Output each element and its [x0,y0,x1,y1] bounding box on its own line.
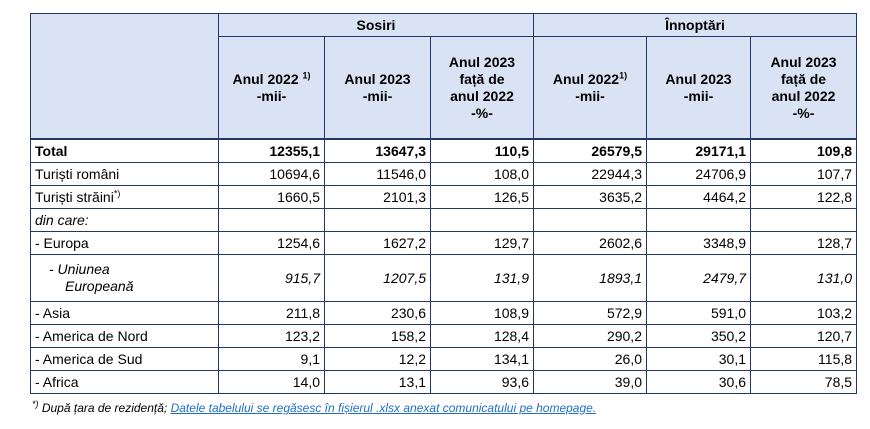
cell-value: 108,9 [430,301,534,325]
row-label: - America de Nord [30,324,219,348]
table-row: din care: [30,208,858,232]
footnote: *) După țara de rezidență; Datele tabelu… [32,399,597,416]
cell-value: 26579,5 [533,138,647,163]
cell-value: 1207,5 [324,254,431,302]
cell-value: 30,6 [646,370,751,394]
header-corner [30,13,219,140]
cell-value: 1660,5 [218,185,325,209]
cell-value: 591,0 [646,301,751,325]
cell-value: 14,0 [218,370,325,394]
group-arrivals: Sosiri [218,13,534,37]
cell-value: 915,7 [218,254,325,302]
cell-value: 30,1 [646,347,751,371]
row-label: - Europa [30,231,219,255]
cell-value: 26,0 [533,347,647,371]
cell-value: 128,7 [749,231,858,255]
cell-value: 128,4 [430,324,534,348]
table-row: - America de Nord 123,2 158,2 128,4 290,… [30,324,858,348]
row-label: - Uniunea Europeană [30,254,219,302]
col-arrivals-2023: Anul 2023 -mii- [324,36,431,140]
homepage-xlsx-link[interactable]: Datele tabelului se regăsesc în fișierul… [170,401,597,415]
col-arrivals-2022: Anul 2022 1) -mii- [218,36,325,140]
cell-value: 230,6 [324,301,431,325]
cell-value: 211,8 [218,301,325,325]
header-group-row: Sosiri Înnoptări [30,13,858,140]
row-label: Turiști străini*) [30,185,219,209]
col-overnights-2022: Anul 20221) -mii- [533,36,647,140]
table-row: - Asia 211,8 230,6 108,9 572,9 591,0 103… [30,301,858,325]
cell-value: 134,1 [430,347,534,371]
cell-value [646,208,751,232]
col-overnights-2023: Anul 2023 -mii- [646,36,751,140]
cell-value: 109,8 [749,138,858,163]
table-row: - Africa 14,0 13,1 93,6 39,0 30,6 78,5 [30,370,858,394]
cell-value [218,208,325,232]
cell-value: 3348,9 [646,231,751,255]
cell-value: 131,9 [430,254,534,302]
cell-value: 2602,6 [533,231,647,255]
row-label: - America de Sud [30,347,219,371]
table-row: - Uniunea Europeană 915,7 1207,5 131,9 1… [30,254,858,302]
cell-value: 39,0 [533,370,647,394]
tourism-table: Sosiri Înnoptări Anul 2022 1) -mii- Anul… [30,13,858,394]
cell-value: 1893,1 [533,254,647,302]
table-row: - America de Sud 9,1 12,2 134,1 26,0 30,… [30,347,858,371]
cell-value: 24706,9 [646,162,751,186]
table-row: Turiști români 10694,6 11546,0 108,0 229… [30,162,858,186]
cell-value: 1254,6 [218,231,325,255]
table-row: Turiști străini*) 1660,5 2101,3 126,5 36… [30,185,858,209]
cell-value: 10694,6 [218,162,325,186]
cell-value [749,208,858,232]
cell-value: 131,0 [749,254,858,302]
cell-value: 29171,1 [646,138,751,163]
cell-value: 13,1 [324,370,431,394]
cell-value [533,208,647,232]
row-label: - Africa [30,370,219,394]
row-label: Total [30,138,219,163]
cell-value: 13647,3 [324,138,431,163]
cell-value: 11546,0 [324,162,431,186]
cell-value: 290,2 [533,324,647,348]
header-subcolumns-row: Anul 2022 1) -mii- Anul 2023 -mii- Anul … [31,36,858,140]
table-row-total: Total 12355,1 13647,3 110,5 26579,5 2917… [30,138,858,163]
cell-value: 2101,3 [324,185,431,209]
cell-value: 9,1 [218,347,325,371]
cell-value: 103,2 [749,301,858,325]
cell-value: 107,7 [749,162,858,186]
cell-value: 2479,7 [646,254,751,302]
cell-value: 123,2 [218,324,325,348]
cell-value: 120,7 [749,324,858,348]
cell-value: 78,5 [749,370,858,394]
col-arrivals-change: Anul 2023 față de anul 2022 -%- [430,36,534,140]
cell-value: 3635,2 [533,185,647,209]
cell-value: 350,2 [646,324,751,348]
cell-value: 129,7 [430,231,534,255]
cell-value: 115,8 [749,347,858,371]
statistics-table-container: Sosiri Înnoptări Anul 2022 1) -mii- Anul… [30,13,858,394]
cell-value: 126,5 [430,185,534,209]
col-overnights-change: Anul 2023 față de anul 2022 -%- [749,36,858,140]
table-row: - Europa 1254,6 1627,2 129,7 2602,6 3348… [30,231,858,255]
cell-value: 110,5 [430,138,534,163]
cell-value: 1627,2 [324,231,431,255]
cell-value [324,208,431,232]
cell-value: 12,2 [324,347,431,371]
row-label: - Asia [30,301,219,325]
cell-value: 158,2 [324,324,431,348]
row-label: Turiști români [30,162,219,186]
cell-value: 108,0 [430,162,534,186]
cell-value: 93,6 [430,370,534,394]
cell-value: 572,9 [533,301,647,325]
group-overnights: Înnoptări [532,13,858,37]
cell-value: 122,8 [749,185,858,209]
cell-value [430,208,534,232]
cell-value: 12355,1 [218,138,325,163]
cell-value: 22944,3 [533,162,647,186]
row-label: din care: [30,208,219,232]
cell-value: 4464,2 [646,185,751,209]
